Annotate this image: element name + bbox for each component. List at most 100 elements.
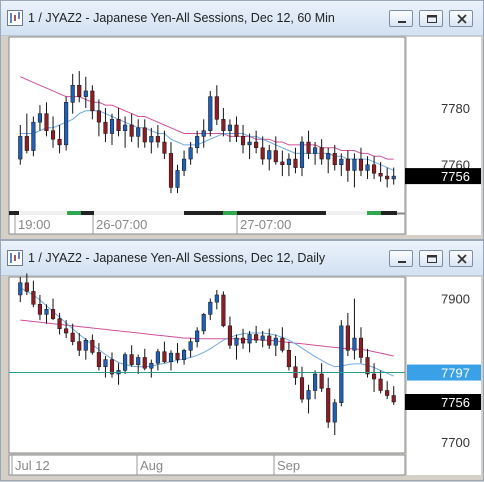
session-segment	[9, 211, 19, 215]
candle-body	[260, 335, 265, 341]
candle-body	[129, 354, 134, 365]
moving-average-fast	[20, 287, 394, 377]
candle	[208, 298, 213, 321]
candle	[103, 107, 108, 143]
candle-body	[64, 102, 69, 146]
candle	[96, 343, 101, 371]
session-segment	[67, 211, 81, 215]
candle-body	[214, 294, 219, 303]
candle-body	[50, 130, 56, 140]
candle-body	[195, 330, 200, 342]
candle	[50, 116, 56, 148]
candle	[44, 102, 49, 137]
candle-body	[162, 351, 167, 363]
x-tick-label: 19:00	[18, 217, 51, 232]
candle-body	[109, 359, 115, 375]
chart-app-icon	[7, 250, 23, 266]
candle	[254, 130, 259, 154]
candle-body	[103, 359, 108, 368]
candle	[116, 107, 121, 137]
candle	[57, 125, 62, 154]
restore-button[interactable]	[419, 10, 443, 27]
candle-body	[293, 158, 298, 168]
candle-body	[365, 164, 370, 171]
candle	[90, 334, 95, 355]
restore-button[interactable]	[419, 250, 443, 267]
candle-body	[175, 170, 180, 188]
candle-body	[254, 141, 259, 148]
y-tick-label: 7700	[441, 435, 470, 450]
candle-body	[319, 147, 324, 160]
candle	[227, 316, 232, 349]
candle	[273, 136, 278, 165]
candle	[188, 142, 193, 165]
candle	[182, 348, 187, 365]
candle-body	[319, 373, 324, 389]
titlebar[interactable]: 1 / JYAZ2 - Japanese Yen-All Sessions, D…	[1, 241, 483, 276]
plot-area	[8, 36, 406, 214]
candle-body	[136, 127, 141, 137]
x-tick-label: Jul 12	[15, 458, 50, 473]
candle	[299, 136, 305, 177]
moving-average-slow	[20, 76, 394, 160]
candle-body	[64, 328, 69, 334]
chart-app-icon	[7, 10, 23, 26]
window-title: 1 / JYAZ2 - Japanese Yen-All Sessions, D…	[28, 11, 335, 25]
candle	[129, 345, 134, 367]
close-icon	[457, 14, 467, 24]
candle	[149, 359, 154, 378]
moving-average-fast	[20, 110, 394, 171]
candle-body	[44, 113, 49, 131]
close-button[interactable]	[449, 10, 473, 27]
candle-body	[247, 334, 252, 344]
candle-body	[155, 136, 160, 143]
candle	[247, 330, 252, 353]
candle	[188, 338, 193, 358]
candle-body	[221, 119, 226, 131]
close-button[interactable]	[449, 250, 473, 267]
candle-body	[175, 352, 180, 360]
candle-body	[378, 378, 383, 391]
candle	[18, 125, 23, 165]
candle	[195, 327, 200, 348]
candle-body	[31, 291, 36, 305]
candle	[280, 327, 285, 353]
candle-body	[391, 175, 396, 180]
candle-body	[332, 153, 337, 165]
session-segment	[381, 211, 397, 215]
last-price-label: 7756	[441, 395, 470, 410]
candle	[31, 116, 36, 157]
candle-body	[142, 357, 147, 369]
candle-body	[155, 351, 160, 364]
candle-body	[385, 390, 390, 396]
candle	[378, 161, 383, 182]
candle	[96, 99, 101, 137]
candle	[155, 348, 160, 371]
candle	[50, 298, 56, 321]
chart-window-60min: 1 / JYAZ2 - Japanese Yen-All Sessions, D…	[0, 0, 484, 240]
minimize-button[interactable]	[389, 250, 413, 267]
candle	[70, 323, 75, 346]
candle	[155, 125, 160, 148]
candle-body	[208, 96, 213, 131]
price-axis-area	[407, 37, 481, 235]
candle-body	[345, 325, 350, 351]
minimize-button[interactable]	[389, 10, 413, 27]
candle-body	[109, 119, 115, 134]
candle-body	[365, 357, 370, 375]
candle	[162, 341, 167, 364]
window-title: 1 / JYAZ2 - Japanese Yen-All Sessions, D…	[28, 251, 326, 265]
candle-body	[240, 136, 246, 146]
candle-body	[50, 309, 56, 319]
candle-body	[378, 173, 383, 177]
candle-body	[77, 85, 82, 97]
candle-body	[57, 138, 62, 146]
candle-body	[306, 141, 311, 154]
candle	[31, 280, 36, 308]
titlebar[interactable]: 1 / JYAZ2 - Japanese Yen-All Sessions, D…	[1, 1, 483, 36]
candle	[136, 119, 141, 148]
candle	[24, 113, 29, 154]
candle	[168, 350, 174, 371]
